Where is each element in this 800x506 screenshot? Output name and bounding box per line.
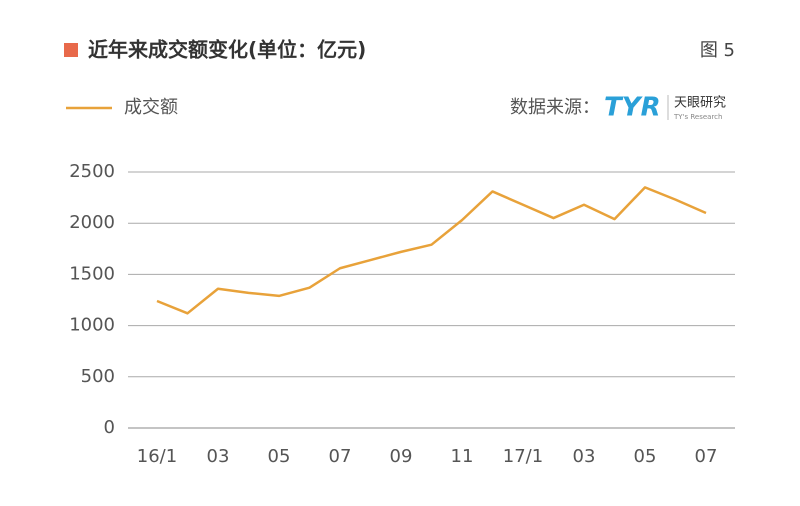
y-tick-label: 500: [81, 366, 115, 387]
y-tick-label: 0: [104, 417, 115, 438]
figure-label: 图 5: [700, 40, 735, 61]
chart-title: 近年来成交额变化(单位：亿元): [88, 38, 366, 62]
x-tick-label: 17/1: [503, 446, 543, 467]
source-label: 数据来源：: [510, 97, 600, 118]
source-name: 天眼研究: [674, 96, 726, 111]
y-tick-label: 1000: [69, 315, 115, 336]
x-tick-label: 16/1: [137, 446, 177, 467]
x-tick-label: 03: [573, 446, 596, 467]
title-marker: [64, 43, 78, 57]
x-tick-label: 07: [329, 446, 352, 467]
x-tick-label: 05: [634, 446, 657, 467]
source-name-en: TY's Research: [673, 113, 722, 121]
y-tick-label: 2000: [69, 212, 115, 233]
x-tick-label: 03: [207, 446, 230, 467]
data-line: [156, 186, 707, 315]
x-tick-label: 05: [268, 446, 291, 467]
x-tick-label: 11: [451, 446, 474, 467]
y-tick-label: 1500: [69, 263, 115, 284]
x-tick-label: 07: [695, 446, 718, 467]
legend-label: 成交额: [124, 97, 178, 118]
y-tick-label: 2500: [69, 161, 115, 182]
source-logo: TYR: [604, 93, 661, 123]
x-tick-label: 09: [390, 446, 413, 467]
